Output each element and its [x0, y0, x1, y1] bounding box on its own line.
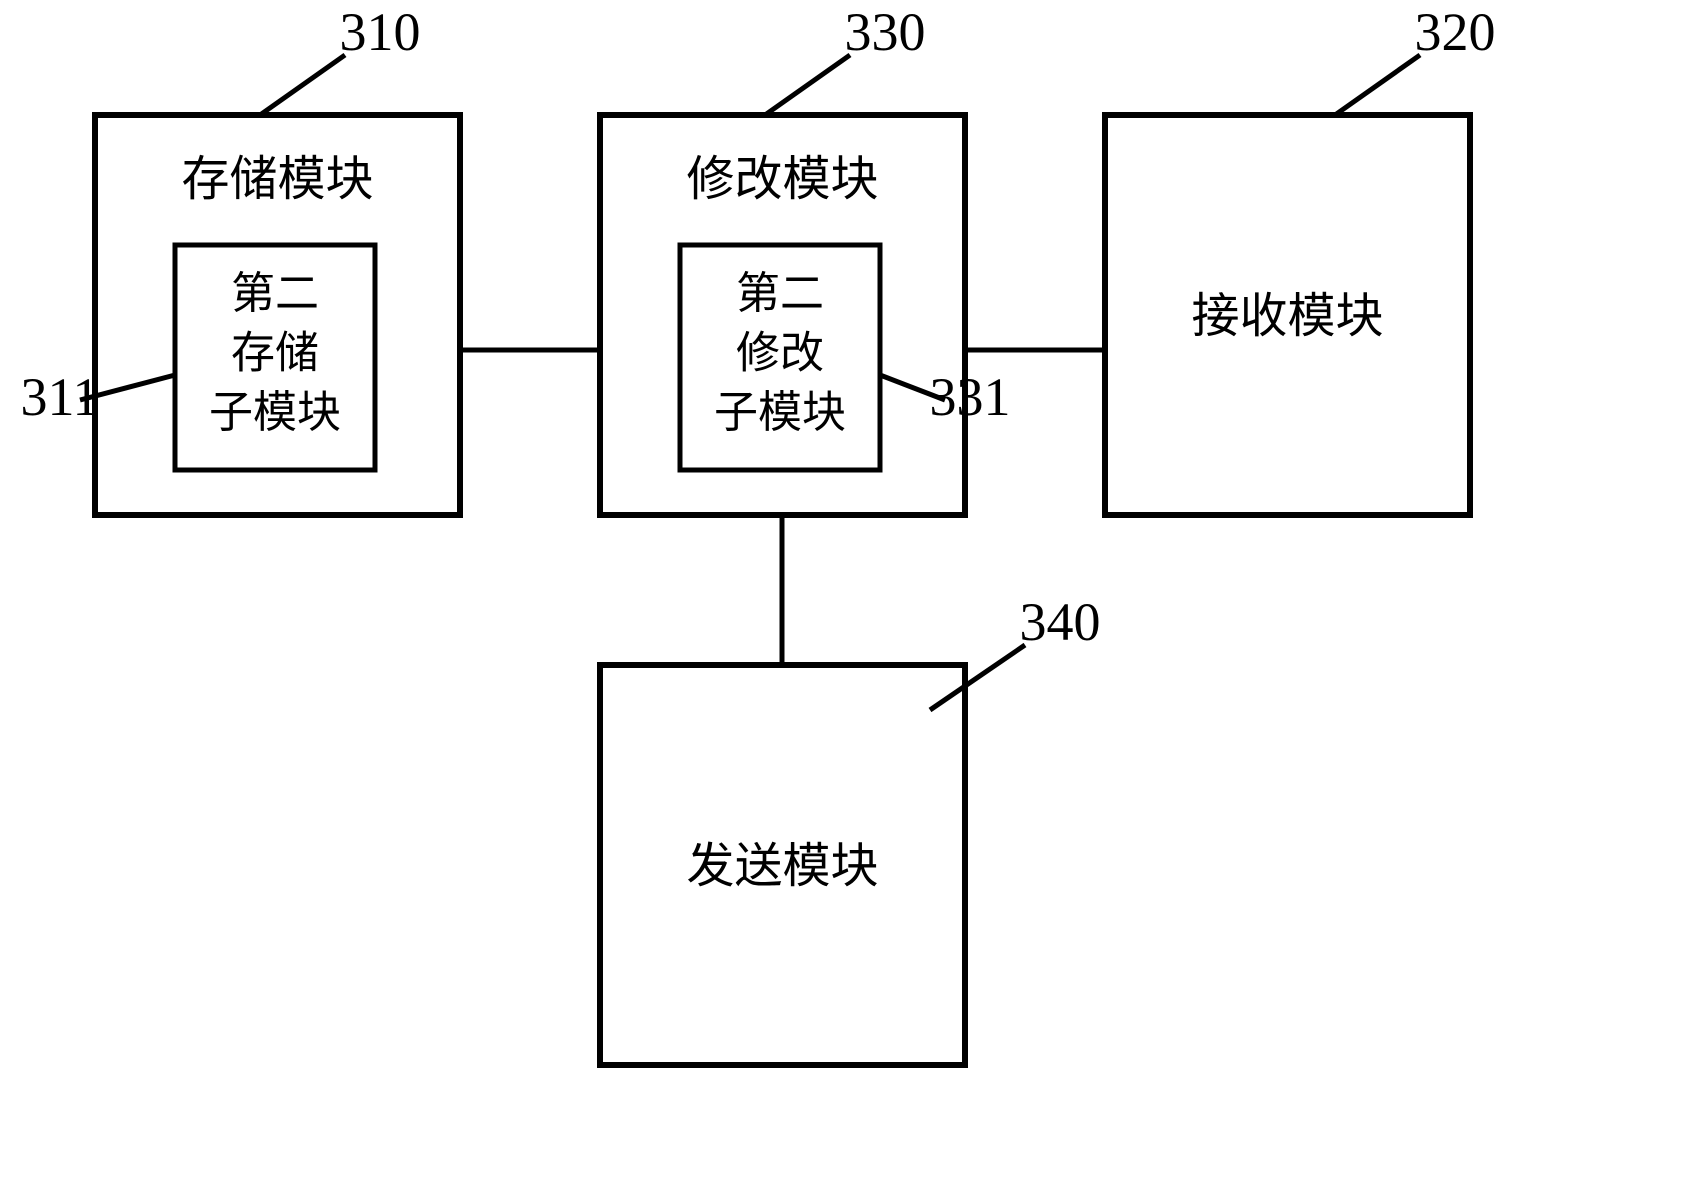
storage_sub-label-line-1: 存储 — [231, 328, 319, 377]
ref-label-331: 331 — [930, 367, 1011, 427]
modify-label: 修改模块 — [686, 153, 878, 206]
block-diagram: 存储模块 修改模块接收模块发送模块 第二存储子模块 第二修改子模块 310 311 320 3… — [0, 0, 1690, 1199]
modify_sub-label-line-2: 子模块 — [714, 388, 846, 437]
storage_sub-label-line-2: 子模块 — [209, 388, 341, 437]
ref-label-320: 320 — [1415, 2, 1496, 62]
ref-label-310: 310 — [340, 2, 421, 62]
ref-label-311: 311 — [21, 367, 100, 427]
receive-label: 接收模块 — [1191, 290, 1383, 343]
send-label: 发送模块 — [686, 840, 878, 893]
modify_sub-label-line-0: 第二 — [736, 269, 824, 318]
storage_sub-label-line-0: 第二 — [231, 269, 319, 318]
ref-label-330: 330 — [845, 2, 926, 62]
storage-label: 存储模块 — [181, 153, 373, 206]
modify_sub-label-line-1: 修改 — [736, 328, 824, 377]
ref-label-340: 340 — [1020, 592, 1101, 652]
